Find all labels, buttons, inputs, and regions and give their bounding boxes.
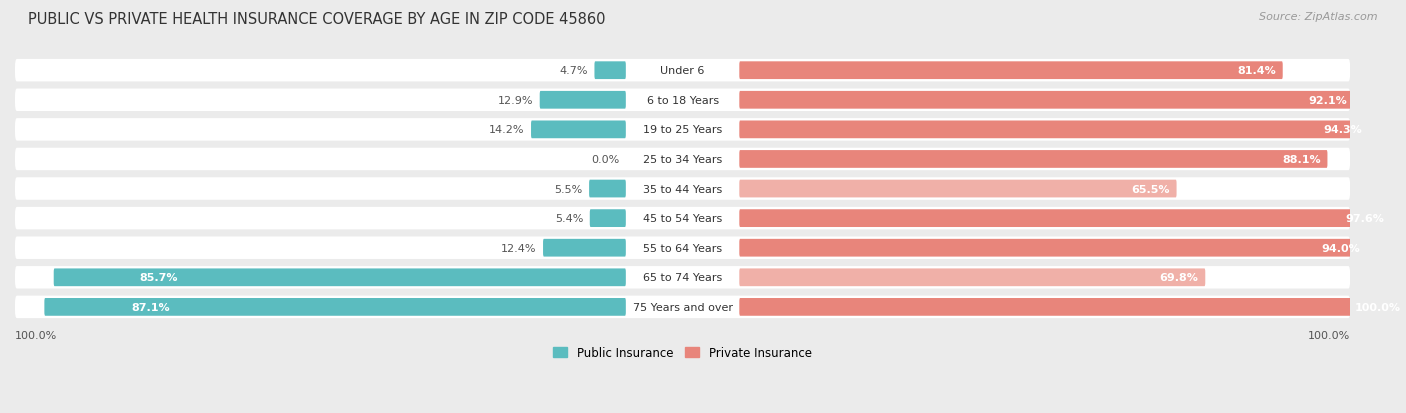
FancyBboxPatch shape	[595, 62, 626, 80]
Text: 0.0%: 0.0%	[591, 154, 619, 164]
FancyBboxPatch shape	[15, 266, 1350, 289]
FancyBboxPatch shape	[589, 210, 626, 228]
Text: 5.4%: 5.4%	[555, 214, 583, 223]
FancyBboxPatch shape	[740, 298, 1406, 316]
FancyBboxPatch shape	[543, 239, 626, 257]
FancyBboxPatch shape	[15, 119, 1350, 141]
FancyBboxPatch shape	[15, 60, 1350, 82]
FancyBboxPatch shape	[740, 151, 1327, 169]
Text: 97.6%: 97.6%	[1346, 214, 1384, 223]
Text: 100.0%: 100.0%	[1308, 330, 1350, 340]
FancyBboxPatch shape	[15, 296, 1350, 318]
FancyBboxPatch shape	[740, 92, 1354, 109]
Text: 14.2%: 14.2%	[489, 125, 524, 135]
Text: 87.1%: 87.1%	[132, 302, 170, 312]
Text: 85.7%: 85.7%	[139, 273, 179, 282]
Text: 69.8%: 69.8%	[1160, 273, 1198, 282]
FancyBboxPatch shape	[540, 92, 626, 109]
Text: 100.0%: 100.0%	[1354, 302, 1400, 312]
Text: 12.9%: 12.9%	[498, 95, 533, 106]
Text: 12.4%: 12.4%	[501, 243, 536, 253]
Text: 81.4%: 81.4%	[1237, 66, 1277, 76]
Legend: Public Insurance, Private Insurance: Public Insurance, Private Insurance	[548, 342, 817, 364]
Text: 92.1%: 92.1%	[1309, 95, 1347, 106]
Text: 55 to 64 Years: 55 to 64 Years	[643, 243, 723, 253]
FancyBboxPatch shape	[53, 269, 626, 287]
FancyBboxPatch shape	[740, 62, 1282, 80]
FancyBboxPatch shape	[740, 121, 1369, 139]
Text: 19 to 25 Years: 19 to 25 Years	[643, 125, 723, 135]
FancyBboxPatch shape	[15, 207, 1350, 230]
FancyBboxPatch shape	[531, 121, 626, 139]
Text: 94.0%: 94.0%	[1322, 243, 1360, 253]
Text: 35 to 44 Years: 35 to 44 Years	[643, 184, 723, 194]
Text: 65.5%: 65.5%	[1132, 184, 1170, 194]
FancyBboxPatch shape	[740, 180, 1177, 198]
Text: Under 6: Under 6	[661, 66, 704, 76]
FancyBboxPatch shape	[15, 237, 1350, 259]
Text: 45 to 54 Years: 45 to 54 Years	[643, 214, 723, 223]
Text: 4.7%: 4.7%	[560, 66, 588, 76]
FancyBboxPatch shape	[740, 239, 1367, 257]
Text: 94.3%: 94.3%	[1323, 125, 1362, 135]
Text: 100.0%: 100.0%	[15, 330, 58, 340]
FancyBboxPatch shape	[589, 180, 626, 198]
Text: 65 to 74 Years: 65 to 74 Years	[643, 273, 723, 282]
FancyBboxPatch shape	[740, 269, 1205, 287]
Text: 5.5%: 5.5%	[554, 184, 582, 194]
Text: PUBLIC VS PRIVATE HEALTH INSURANCE COVERAGE BY AGE IN ZIP CODE 45860: PUBLIC VS PRIVATE HEALTH INSURANCE COVER…	[28, 12, 606, 27]
FancyBboxPatch shape	[740, 210, 1391, 228]
FancyBboxPatch shape	[15, 148, 1350, 171]
FancyBboxPatch shape	[45, 298, 626, 316]
Text: 6 to 18 Years: 6 to 18 Years	[647, 95, 718, 106]
Text: 25 to 34 Years: 25 to 34 Years	[643, 154, 723, 164]
FancyBboxPatch shape	[15, 178, 1350, 200]
Text: 88.1%: 88.1%	[1282, 154, 1320, 164]
Text: Source: ZipAtlas.com: Source: ZipAtlas.com	[1260, 12, 1378, 22]
Text: 75 Years and over: 75 Years and over	[633, 302, 733, 312]
FancyBboxPatch shape	[15, 89, 1350, 112]
